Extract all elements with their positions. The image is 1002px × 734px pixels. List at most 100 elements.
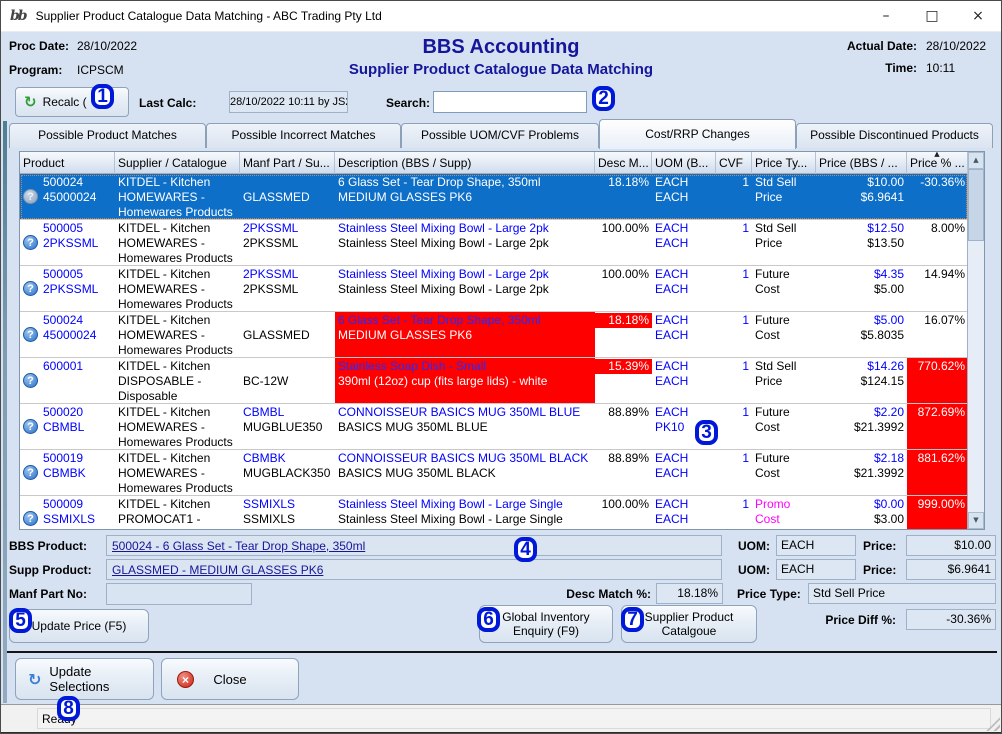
proc-date-label: Proc Date:	[9, 39, 70, 53]
bbs-product-link[interactable]: 500024 - 6 Glass Set - Tear Drop Shape, …	[112, 539, 366, 553]
callout-5: 5	[9, 608, 32, 633]
grid-cell: 1	[742, 313, 749, 327]
uom-supp-field: EACH	[776, 559, 856, 580]
column-header-supplier-catalogue[interactable]: Supplier / Catalogue	[115, 152, 240, 174]
grid-cell: 770.62%	[907, 358, 968, 403]
column-header-price-bbs[interactable]: Price (BBS / ...	[816, 152, 907, 174]
grid-cell: ? 500005 2PKSSML	[20, 266, 115, 311]
price-diff-field: -30.36%	[906, 609, 996, 630]
status-bar: Ready	[1, 704, 1001, 732]
grid-cell: 1	[742, 221, 749, 235]
table-row[interactable]: ? 500009 SSMIXLS KITDEL - Kitchen PROMOCAT1 …	[20, 496, 968, 529]
manf-part-input[interactable]	[106, 583, 252, 605]
callout-6: 6	[477, 607, 500, 632]
help-icon[interactable]: ?	[23, 419, 38, 434]
bbs-product-field: 500024 - 6 Glass Set - Tear Drop Shape, …	[106, 535, 722, 556]
update-selections-button[interactable]: ↻ Update Selections	[15, 658, 154, 700]
close-button[interactable]: × Close	[161, 658, 299, 700]
table-row[interactable]: ? 500005 2PKSSML KITDEL - Kitchen HOMEWARES …	[20, 266, 968, 312]
search-input[interactable]	[433, 91, 587, 113]
scroll-down-icon[interactable]: ▼	[968, 512, 984, 529]
search-label: Search:	[386, 96, 431, 110]
supplier-catalogue-label-line2: Catalgoue	[661, 624, 717, 638]
grid-cell: 100.00%	[601, 497, 649, 511]
grid-cell: KITDEL - Kitchen HOMEWARES - Homewares Pro…	[118, 267, 233, 311]
column-header-price-ty[interactable]: Price Ty...	[752, 152, 816, 174]
maximize-button[interactable]: □	[925, 8, 939, 24]
results-grid: Product Supplier / Catalogue Manf Part / S…	[19, 151, 985, 530]
supp-product-link[interactable]: GLASSMED - MEDIUM GLASSES PK6	[112, 563, 324, 577]
recycle-icon: ↻	[24, 93, 37, 111]
grid-cell: ? 500019 CBMBK	[20, 450, 115, 495]
tab-possible-product-matches[interactable]: Possible Product Matches	[9, 123, 206, 148]
column-header-product[interactable]: Product	[20, 152, 115, 174]
scrollbar-thumb[interactable]	[968, 169, 984, 241]
callout-2: 2	[592, 86, 615, 111]
grid-cell: ? 500024 45000024	[20, 312, 115, 357]
grid-cell: $5.00 $5.8035	[860, 313, 904, 342]
minimize-button[interactable]: –	[882, 8, 890, 24]
column-header-manf-part-su[interactable]: Manf Part / Su...	[240, 152, 335, 174]
help-icon[interactable]: ?	[23, 327, 38, 342]
close-label: Close	[213, 671, 247, 687]
grid-cell: 16.07%	[924, 313, 965, 327]
divider	[7, 651, 997, 653]
bbs-product-label: BBS Product:	[9, 539, 87, 553]
price-supp-label: Price:	[863, 563, 897, 577]
table-row[interactable]: ? 600001 KITDEL - Kitchen DISPOSABLE - Disp…	[20, 358, 968, 404]
tab-cost-rrp-changes[interactable]: Cost/RRP Changes	[599, 119, 796, 149]
help-icon[interactable]: ?	[23, 235, 38, 250]
table-row[interactable]: ? 500024 45000024 KITDEL - Kitchen HOMEWARES…	[20, 174, 968, 220]
grid-cell: ? 500009 SSMIXLS	[20, 496, 115, 529]
callout-3: 3	[695, 420, 718, 445]
column-header-description-bbs-supp[interactable]: Description (BBS / Supp)	[335, 152, 595, 174]
column-header-desc-m[interactable]: Desc M...	[595, 152, 652, 174]
grid-cell: 100.00%	[601, 267, 649, 281]
help-icon[interactable]: ?	[23, 281, 38, 296]
grid-cell: $10.00 $6.9641	[860, 175, 904, 204]
help-icon[interactable]: ?	[23, 465, 38, 480]
date-time-info: Actual Date: 28/10/2022 Time: 10:11	[847, 39, 994, 75]
grid-rows: ? 500024 45000024 KITDEL - Kitchen HOMEWARES…	[20, 174, 968, 529]
program-label: Program:	[9, 63, 63, 77]
grid-cell: Stainless Soap Dish - Small 390ml (12oz) …	[335, 358, 595, 403]
help-icon[interactable]: ?	[23, 373, 38, 388]
table-row[interactable]: ? 500020 CBMBL KITDEL - Kitchen HOMEWARES -H…	[20, 404, 968, 450]
grid-cell: EACH EACH	[655, 175, 689, 204]
scroll-up-icon[interactable]: ▲	[968, 152, 984, 169]
tab-possible-incorrect-matches[interactable]: Possible Incorrect Matches	[206, 123, 401, 148]
grid-cell: Std Sell Price	[755, 175, 797, 204]
grid-cell: BC-12W	[243, 374, 289, 388]
grid-cell: $14.26 $124.15	[860, 359, 904, 388]
column-header-cvf[interactable]: CVF	[716, 152, 752, 174]
grid-cell: Promo Cost	[755, 497, 791, 526]
grid-cell: KITDEL - Kitchen HOMEWARES - Homewares Pro…	[118, 175, 233, 219]
sort-asc-icon: ▲	[934, 152, 940, 158]
price-type-field: Std Sell Price	[808, 583, 996, 604]
grid-cell: 881.62%	[907, 450, 968, 495]
grid-cell: Stainless Steel Mixing Bowl - Large Sing…	[338, 497, 563, 526]
column-header-uom-b[interactable]: UOM (B...	[652, 152, 716, 174]
grid-cell: 1	[742, 359, 749, 373]
grid-cell: 15.39%	[595, 358, 652, 403]
grid-cell: KITDEL - Kitchen HOMEWARES - Homewares Pro…	[118, 221, 233, 265]
table-row[interactable]: ? 500019 CBMBK KITDEL - Kitchen HOMEWARES -H…	[20, 450, 968, 496]
global-inventory-enquiry-button[interactable]: Global Inventory Enquiry (F9)	[479, 605, 613, 643]
desc-match-field: 18.18%	[656, 583, 723, 604]
column-header-price[interactable]: Price % ... ▲	[907, 152, 968, 174]
table-row[interactable]: ? 500005 2PKSSML KITDEL - Kitchen HOMEWARES …	[20, 220, 968, 266]
update-price-button[interactable]: Update Price (F5)	[9, 609, 149, 643]
grid-cell: 18.18%	[608, 175, 649, 189]
table-row[interactable]: ? 500024 45000024 KITDEL - Kitchen HOMEWARES…	[20, 312, 968, 358]
grid-cell: 1	[742, 451, 749, 465]
bottom-edge	[1, 732, 1001, 733]
tab-possible-discontinued-products[interactable]: Possible Discontinued Products	[796, 123, 993, 148]
tab-possible-uom-cvf-problems[interactable]: Possible UOM/CVF Problems	[401, 123, 599, 148]
close-window-button[interactable]: ×	[972, 8, 984, 24]
help-icon[interactable]: ?	[23, 511, 38, 526]
uom-bbs-field: EACH	[776, 535, 856, 556]
price-type-label: Price Type:	[737, 587, 801, 601]
help-icon[interactable]: ?	[23, 189, 38, 204]
grid-cell: CBMBL MUGBLUE350	[243, 405, 323, 434]
vertical-scrollbar[interactable]: ▲ ▼	[967, 152, 984, 529]
